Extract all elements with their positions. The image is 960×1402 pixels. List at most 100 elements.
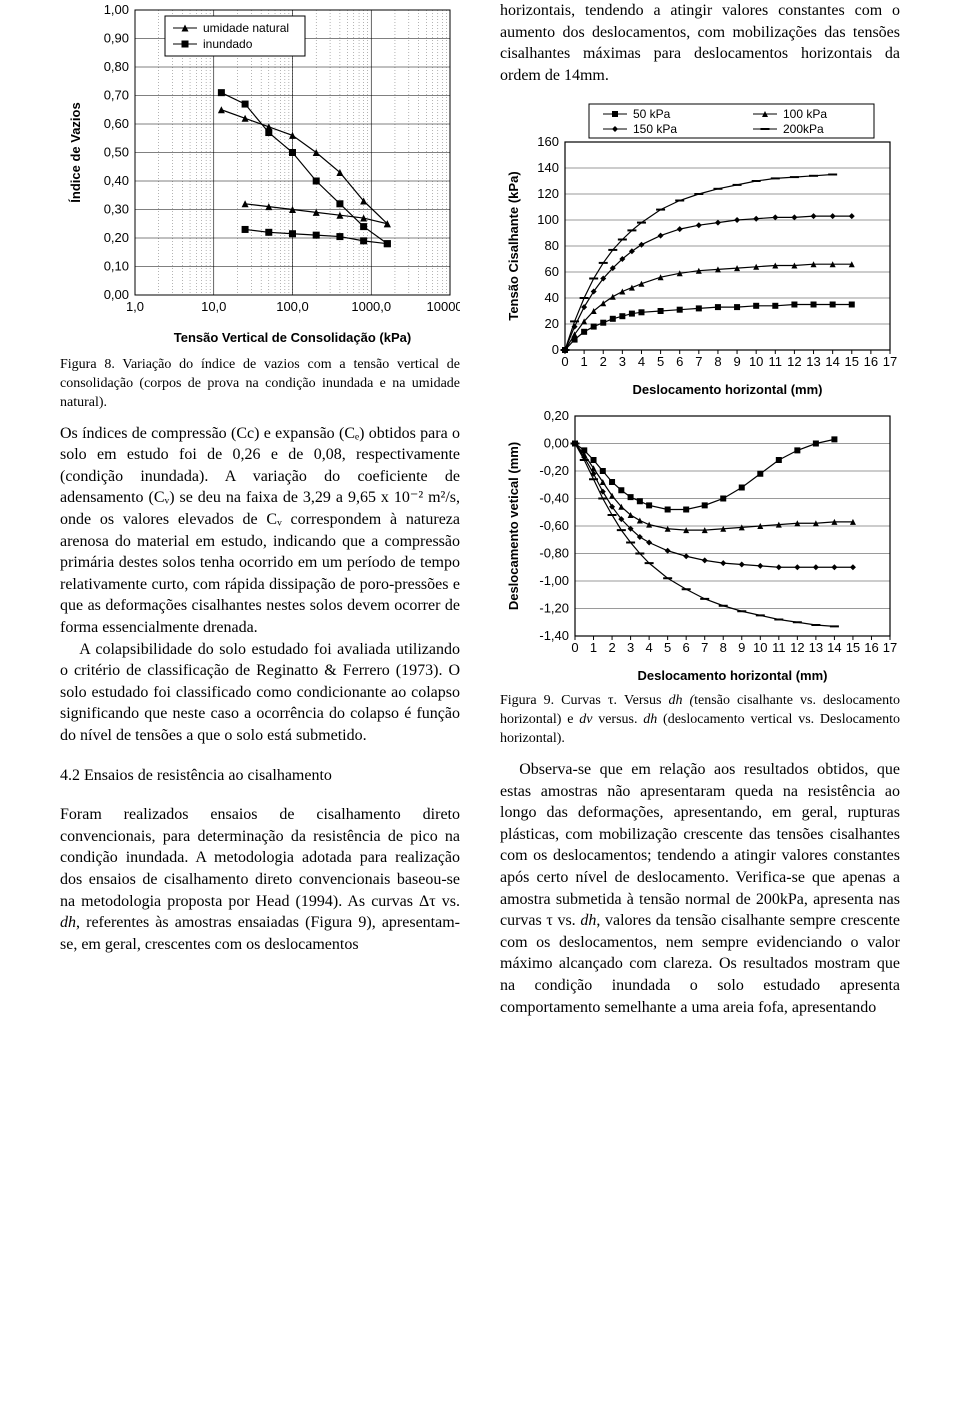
svg-text:3: 3 bbox=[627, 640, 634, 655]
svg-text:0: 0 bbox=[561, 354, 568, 369]
svg-text:inundado: inundado bbox=[203, 37, 253, 51]
pb-prefix: Observa-se que em relação aos resultados… bbox=[500, 761, 900, 929]
svg-text:Índice de Vazios: Índice de Vazios bbox=[68, 102, 83, 202]
chart-void-ratio: 0,000,100,200,300,400,500,600,700,800,90… bbox=[60, 0, 460, 350]
svg-text:-1,00: -1,00 bbox=[539, 573, 569, 588]
svg-text:100,0: 100,0 bbox=[276, 299, 309, 314]
para-bottom-right: Observa-se que em relação aos resultados… bbox=[500, 759, 900, 1018]
svg-text:0,60: 0,60 bbox=[104, 116, 129, 131]
para3-prefix: Foram realizados ensaios de cisalhamento… bbox=[60, 806, 460, 909]
svg-text:2: 2 bbox=[600, 354, 607, 369]
svg-text:0: 0 bbox=[552, 342, 559, 357]
svg-text:-1,40: -1,40 bbox=[539, 628, 569, 643]
svg-text:-0,80: -0,80 bbox=[539, 546, 569, 561]
svg-text:120: 120 bbox=[537, 186, 559, 201]
c2-dh2: dh bbox=[643, 712, 657, 727]
para-shear-tests: Foram realizados ensaios de cisalhamento… bbox=[60, 804, 460, 955]
svg-text:40: 40 bbox=[545, 290, 559, 305]
svg-text:Tensão Cisalhante (kPa): Tensão Cisalhante (kPa) bbox=[506, 172, 521, 321]
page-two-column: 0,000,100,200,300,400,500,600,700,800,90… bbox=[0, 0, 960, 1018]
figure9-caption: Figura 9. Curvas τ. Versus dh (tensão ci… bbox=[500, 692, 900, 749]
svg-text:0: 0 bbox=[571, 640, 578, 655]
svg-text:4: 4 bbox=[638, 354, 645, 369]
c2-dh1: dh ( bbox=[668, 693, 694, 708]
svg-text:1: 1 bbox=[581, 354, 588, 369]
svg-text:0,40: 0,40 bbox=[104, 173, 129, 188]
svg-text:11: 11 bbox=[772, 640, 786, 655]
svg-text:200kPa: 200kPa bbox=[783, 122, 824, 136]
chart-vertical-disp: -1,40 -1,20 -1,00 -0,80 -0,60 -0,40 -0,20 0,00 0… bbox=[500, 406, 900, 686]
para3-suffix: , referentes às amostras ensaiadas (Figu… bbox=[60, 914, 460, 953]
svg-text:14: 14 bbox=[827, 640, 841, 655]
right-column: horizontais, tendendo a atingir valores … bbox=[480, 0, 960, 1018]
svg-text:12: 12 bbox=[790, 640, 804, 655]
svg-text:-0,60: -0,60 bbox=[539, 518, 569, 533]
svg-text:6: 6 bbox=[683, 640, 690, 655]
svg-text:13: 13 bbox=[806, 354, 820, 369]
para-compression-indices: Os índices de compressão (Cc) e expansão… bbox=[60, 423, 460, 639]
svg-text:140: 140 bbox=[537, 160, 559, 175]
svg-text:16: 16 bbox=[864, 354, 878, 369]
svg-text:0,00: 0,00 bbox=[544, 436, 569, 451]
svg-text:0,20: 0,20 bbox=[544, 408, 569, 423]
svg-text:10,0: 10,0 bbox=[201, 299, 226, 314]
svg-text:5: 5 bbox=[657, 354, 664, 369]
svg-text:2: 2 bbox=[608, 640, 615, 655]
svg-text:-1,20: -1,20 bbox=[539, 601, 569, 616]
svg-text:9: 9 bbox=[733, 354, 740, 369]
para3-dh: dh bbox=[60, 914, 76, 931]
svg-text:10: 10 bbox=[753, 640, 767, 655]
svg-text:150 kPa: 150 kPa bbox=[633, 122, 677, 136]
svg-text:3: 3 bbox=[619, 354, 626, 369]
svg-text:9: 9 bbox=[738, 640, 745, 655]
svg-text:12: 12 bbox=[787, 354, 801, 369]
section-heading-4-2: 4.2 Ensaios de resistência ao cisalhamen… bbox=[60, 765, 460, 787]
svg-text:0,90: 0,90 bbox=[104, 31, 129, 46]
para-top-right: horizontais, tendendo a atingir valores … bbox=[500, 0, 900, 86]
svg-text:10: 10 bbox=[749, 354, 763, 369]
c2-prefix: Figura 9. Curvas τ. Versus bbox=[500, 693, 668, 708]
svg-text:Tensão Vertical de Consolidaçã: Tensão Vertical de Consolidação (kPa) bbox=[174, 330, 411, 345]
svg-text:8: 8 bbox=[714, 354, 721, 369]
svg-text:13: 13 bbox=[809, 640, 823, 655]
c2-mid2: versus. bbox=[592, 712, 643, 727]
svg-text:50 kPa: 50 kPa bbox=[633, 107, 671, 121]
svg-text:0,20: 0,20 bbox=[104, 230, 129, 245]
svg-text:80: 80 bbox=[545, 238, 559, 253]
pb-dh: dh bbox=[580, 912, 596, 929]
svg-text:0,80: 0,80 bbox=[104, 59, 129, 74]
svg-text:1000,0: 1000,0 bbox=[351, 299, 391, 314]
svg-text:0,50: 0,50 bbox=[104, 145, 129, 160]
svg-text:160: 160 bbox=[537, 134, 559, 149]
chart2-svg: 0204060801001201401600123456789101112131… bbox=[500, 100, 900, 400]
figure8-caption: Figura 8. Variação do índice de vazios c… bbox=[60, 356, 460, 413]
svg-text:15: 15 bbox=[846, 640, 860, 655]
svg-text:Deslocamento horizontal (mm): Deslocamento horizontal (mm) bbox=[633, 382, 823, 397]
svg-text:17: 17 bbox=[883, 354, 897, 369]
svg-text:0,10: 0,10 bbox=[104, 259, 129, 274]
left-column: 0,000,100,200,300,400,500,600,700,800,90… bbox=[0, 0, 480, 1018]
chart1-svg: 0,000,100,200,300,400,500,600,700,800,90… bbox=[60, 0, 460, 350]
svg-text:8: 8 bbox=[720, 640, 727, 655]
svg-text:-0,20: -0,20 bbox=[539, 463, 569, 478]
svg-text:20: 20 bbox=[545, 316, 559, 331]
svg-text:100: 100 bbox=[537, 212, 559, 227]
svg-text:7: 7 bbox=[695, 354, 702, 369]
svg-text:Deslocamento vetical (mm): Deslocamento vetical (mm) bbox=[506, 442, 521, 610]
chart-shear-stress: 0204060801001201401600123456789101112131… bbox=[500, 100, 900, 400]
svg-text:11: 11 bbox=[769, 354, 783, 369]
svg-text:1,0: 1,0 bbox=[126, 299, 144, 314]
chart3-svg: -1,40 -1,20 -1,00 -0,80 -0,60 -0,40 -0,20 0,00 0… bbox=[500, 406, 900, 686]
svg-text:10000,0: 10000,0 bbox=[427, 299, 461, 314]
svg-text:-0,40: -0,40 bbox=[539, 491, 569, 506]
para-collapsibility: A colapsibilidade do solo estudado foi a… bbox=[60, 639, 460, 747]
svg-text:15: 15 bbox=[845, 354, 859, 369]
svg-text:60: 60 bbox=[545, 264, 559, 279]
svg-text:1,00: 1,00 bbox=[104, 2, 129, 17]
svg-text:5: 5 bbox=[664, 640, 671, 655]
svg-text:4: 4 bbox=[646, 640, 653, 655]
svg-text:umidade natural: umidade natural bbox=[203, 21, 289, 35]
svg-text:7: 7 bbox=[701, 640, 708, 655]
svg-text:0,30: 0,30 bbox=[104, 202, 129, 217]
svg-text:17: 17 bbox=[883, 640, 897, 655]
